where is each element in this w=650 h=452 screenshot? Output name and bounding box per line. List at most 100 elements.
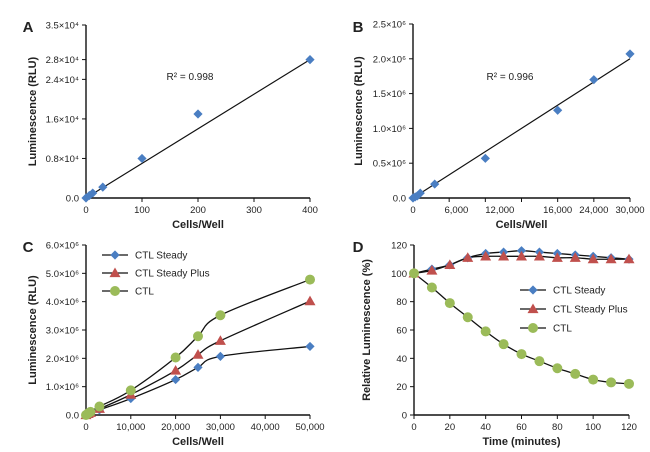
data-point xyxy=(589,75,599,85)
legend-marker xyxy=(110,286,120,296)
x-tick-label: 6,000 xyxy=(445,205,469,216)
x-tick-label: 16,000 xyxy=(543,205,572,216)
x-tick-label: 60 xyxy=(516,422,527,433)
data-point xyxy=(170,365,182,375)
x-tick-label: 50,000 xyxy=(295,422,324,433)
data-point xyxy=(569,252,581,262)
panel-a: A 0.0 0.8×10⁴ 1.6×10⁴ 2.4×10⁴ 2.8×10⁴ 3.5×10⁴ 0… xyxy=(23,19,318,231)
x-tick-label: 12,000 xyxy=(485,205,514,216)
legend-marker xyxy=(528,285,538,295)
data-point xyxy=(430,179,440,189)
legend-label: CTL Steady Plus xyxy=(135,269,210,280)
data-point xyxy=(552,363,563,374)
data-point xyxy=(444,259,456,269)
x-tick-label: 40,000 xyxy=(251,422,280,433)
x-tick-label: 200 xyxy=(190,205,206,216)
data-point xyxy=(88,188,98,198)
y-axis-label: Luminescence (RLU) xyxy=(27,56,39,166)
panel-letter: D xyxy=(353,239,364,256)
data-point xyxy=(193,109,203,119)
r-squared-annotation: R² = 0.998 xyxy=(167,72,214,83)
y-tick-label: 3.0×10⁶ xyxy=(46,326,79,337)
data-point xyxy=(498,339,509,350)
x-tick-label: 0 xyxy=(410,205,415,216)
y-tick-label: 2.0×10⁶ xyxy=(373,54,406,65)
panel-d: D 0 20 40 60 80 100 120 0 20 40 60 80 100 120 Time (min… xyxy=(353,239,637,448)
x-tick-label: 40 xyxy=(480,422,491,433)
x-tick-label: 0 xyxy=(83,422,88,433)
data-point xyxy=(192,349,204,359)
x-axis-label: Cells/Well xyxy=(496,219,548,231)
y-tick-label: 0.0 xyxy=(66,411,79,422)
data-point xyxy=(125,385,136,396)
x-axis-label: Time (minutes) xyxy=(482,436,560,448)
data-point xyxy=(170,352,181,363)
data-point xyxy=(415,188,425,198)
legend-marker xyxy=(110,250,120,260)
data-point xyxy=(533,250,545,261)
data-point xyxy=(553,105,563,115)
y-tick-label: 2.4×10⁴ xyxy=(46,75,79,86)
data-point xyxy=(605,253,617,264)
data-point xyxy=(480,326,491,337)
y-tick-label: 0.5×10⁶ xyxy=(373,159,406,170)
legend: CTL Steady CTL Steady Plus CTL xyxy=(102,250,210,298)
y-tick-label: 1.0×10⁶ xyxy=(373,124,406,135)
y-tick-label: 1.6×10⁴ xyxy=(46,114,79,125)
data-point xyxy=(215,310,226,321)
legend-label: CTL Steady xyxy=(135,251,187,262)
x-tick-label: 20 xyxy=(445,422,456,433)
data-point xyxy=(305,341,315,352)
data-point xyxy=(171,374,181,385)
y-tick-label: 2.5×10⁶ xyxy=(373,20,406,31)
data-point xyxy=(623,253,635,264)
y-tick-label: 5.0×10⁶ xyxy=(46,269,79,280)
legend: CTL Steady CTL Steady Plus CTL xyxy=(520,285,628,335)
y-tick-label: 1.5×10⁶ xyxy=(373,89,406,100)
legend-marker xyxy=(528,323,538,333)
data-point xyxy=(305,55,315,65)
data-point xyxy=(193,362,203,372)
data-point xyxy=(624,378,634,389)
data-point xyxy=(516,349,527,360)
data-point xyxy=(444,298,455,309)
y-tick-label: 0.0 xyxy=(66,194,79,205)
x-tick-label: 100 xyxy=(585,422,601,433)
x-tick-label: 120 xyxy=(621,422,637,433)
x-tick-label: 0 xyxy=(411,422,416,433)
data-point xyxy=(81,193,91,203)
y-tick-label: 1.0×10⁶ xyxy=(46,382,79,393)
data-point xyxy=(215,351,225,361)
y-tick-label: 6.0×10⁶ xyxy=(46,241,79,252)
x-tick-label: 20,000 xyxy=(161,422,190,433)
data-point xyxy=(462,312,473,323)
r-squared-annotation: R² = 0.996 xyxy=(487,72,534,83)
x-tick-label: 300 xyxy=(246,205,262,216)
x-axis-label: Cells/Well xyxy=(172,436,224,448)
data-point xyxy=(137,153,147,164)
y-tick-label: 20 xyxy=(396,382,407,393)
data-point xyxy=(305,274,315,285)
data-point xyxy=(480,153,490,163)
y-tick-label: 2.8×10⁴ xyxy=(46,55,79,66)
legend-label: CTL Steady Plus xyxy=(553,305,628,316)
y-tick-label: 60 xyxy=(396,326,407,337)
legend-marker xyxy=(527,303,539,314)
data-point xyxy=(606,377,617,388)
legend-marker xyxy=(109,267,121,278)
data-point xyxy=(570,368,581,379)
data-point xyxy=(462,252,474,262)
y-axis-label: Luminescence (RLU) xyxy=(353,56,365,166)
data-point xyxy=(516,250,527,261)
y-tick-label: 120 xyxy=(391,241,407,252)
data-point xyxy=(516,246,527,256)
trendline xyxy=(85,59,311,199)
data-point xyxy=(412,191,422,201)
series-line xyxy=(85,278,311,416)
data-point xyxy=(94,401,105,412)
data-point xyxy=(214,335,226,345)
data-point xyxy=(534,356,545,367)
x-tick-label: 30,000 xyxy=(206,422,235,433)
data-point xyxy=(409,268,419,279)
